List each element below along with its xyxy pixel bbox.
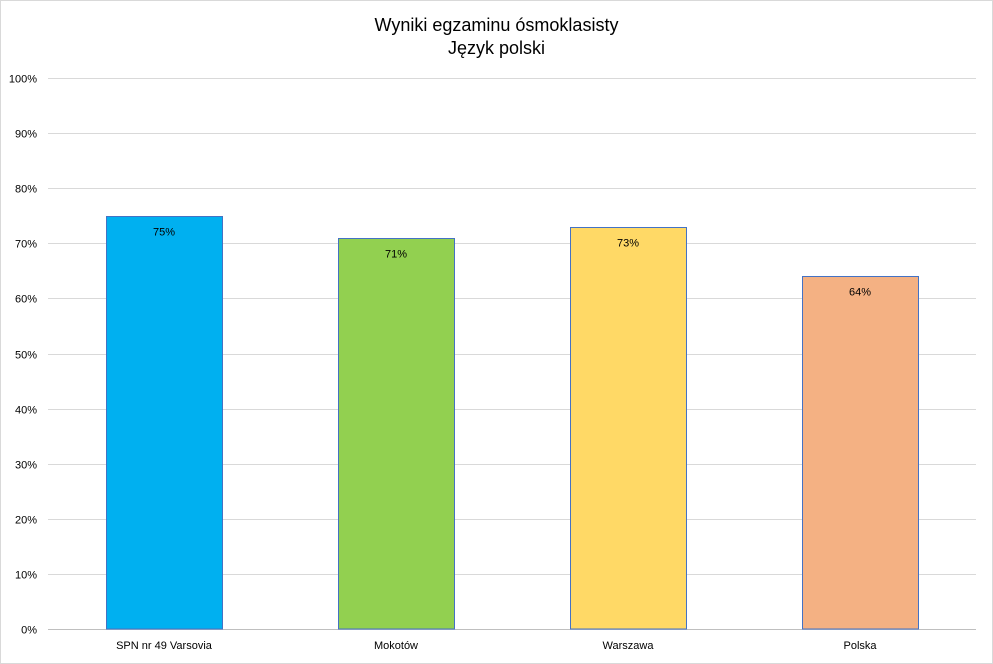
data-label: 73% xyxy=(617,238,639,250)
y-tick-label: 20% xyxy=(15,515,37,527)
bar xyxy=(338,238,455,630)
y-tick-label: 60% xyxy=(15,294,37,306)
x-tick-label: Warszawa xyxy=(603,640,655,652)
y-tick-label: 50% xyxy=(15,350,37,362)
y-tick-label: 80% xyxy=(15,184,37,196)
data-label: 71% xyxy=(385,249,407,261)
bar xyxy=(106,216,223,630)
y-tick-label: 100% xyxy=(9,74,37,86)
y-tick-label: 30% xyxy=(15,460,37,472)
data-label: 64% xyxy=(849,287,871,299)
y-tick-label: 0% xyxy=(21,625,37,637)
y-tick-label: 40% xyxy=(15,405,37,417)
chart-title-line1: Wyniki egzaminu ósmoklasisty xyxy=(374,15,619,35)
bar xyxy=(570,227,687,630)
x-tick-label: Mokotów xyxy=(374,640,418,652)
chart-title-line2: Język polski xyxy=(447,38,546,58)
bar xyxy=(802,276,919,630)
y-tick-label: 10% xyxy=(15,570,37,582)
chart-title: Wyniki egzaminu ósmoklasisty Język polsk… xyxy=(0,14,993,60)
data-label: 75% xyxy=(153,227,175,239)
y-tick-label: 90% xyxy=(15,129,37,141)
x-tick-label: Polska xyxy=(843,640,877,652)
x-tick-label: SPN nr 49 Varsovia xyxy=(116,640,213,652)
y-tick-label: 70% xyxy=(15,239,37,251)
